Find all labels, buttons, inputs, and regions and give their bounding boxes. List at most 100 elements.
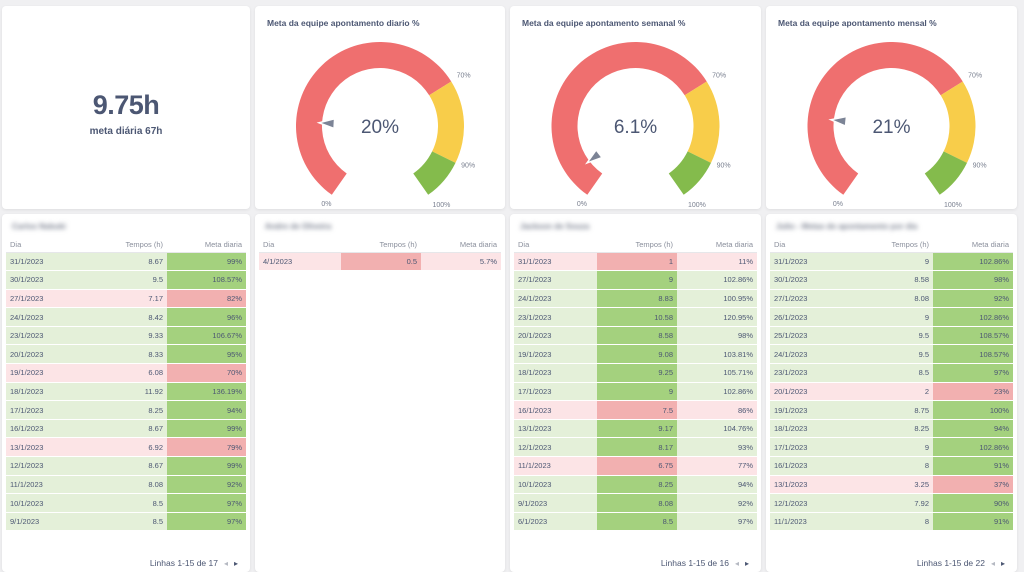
cell-meta: 100%: [933, 400, 1013, 420]
pagination: Linhas 1-15 de 17 ◂ ▸: [150, 558, 238, 568]
table-row[interactable]: 31/1/2023 1 11%: [514, 252, 757, 272]
table-row[interactable]: 23/1/2023 10.58 120.95%: [514, 307, 757, 327]
cell-meta: 97%: [677, 512, 757, 532]
gauge-segment-yellow: [684, 81, 720, 163]
table-row[interactable]: 12/1/2023 7.92 90%: [770, 493, 1013, 513]
gauge-label-90: 90%: [461, 163, 475, 170]
cell-hours: 9.5: [853, 326, 933, 346]
table-row[interactable]: 16/1/2023 8 91%: [770, 456, 1013, 476]
table-row[interactable]: 12/1/2023 8.67 99%: [6, 456, 246, 476]
column-header[interactable]: Meta diaria: [421, 237, 501, 253]
cell-day: 26/1/2023: [770, 307, 853, 327]
table-row[interactable]: 10/1/2023 8.25 94%: [514, 475, 757, 495]
prev-page-icon[interactable]: ◂: [734, 558, 739, 568]
cell-day: 25/1/2023: [770, 326, 853, 346]
table-row[interactable]: 16/1/2023 8.67 99%: [6, 419, 246, 439]
table-row[interactable]: 19/1/2023 9.08 103.81%: [514, 344, 757, 365]
cell-meta: 91%: [933, 512, 1013, 532]
table-row[interactable]: 17/1/2023 9 102.86%: [770, 437, 1013, 458]
column-header[interactable]: Dia: [770, 237, 853, 253]
column-header[interactable]: Tempos (h): [597, 237, 677, 253]
column-header[interactable]: Tempos (h): [88, 237, 167, 253]
cell-hours: 0.5: [341, 252, 421, 272]
table-row[interactable]: 25/1/2023 9.5 108.57%: [770, 326, 1013, 346]
column-header[interactable]: Tempos (h): [853, 237, 933, 253]
table-row[interactable]: 10/1/2023 8.5 97%: [6, 493, 246, 513]
table-row[interactable]: 24/1/2023 9.5 108.57%: [770, 344, 1013, 365]
gauge-segment-yellow: [429, 81, 464, 163]
next-page-icon[interactable]: ▸: [233, 558, 238, 568]
column-header[interactable]: Meta diaria: [167, 237, 246, 253]
gauge-segment-green: [668, 151, 711, 195]
table-row[interactable]: 20/1/2023 2 23%: [770, 382, 1013, 402]
table-row[interactable]: 27/1/2023 8.08 92%: [770, 289, 1013, 309]
table-row[interactable]: 13/1/2023 9.17 104.76%: [514, 419, 757, 439]
table-row[interactable]: 31/1/2023 9 102.86%: [770, 252, 1013, 272]
gauge-label-90: 90%: [973, 163, 987, 170]
table-row[interactable]: 26/1/2023 9 102.86%: [770, 307, 1013, 327]
cell-hours: 6.08: [88, 363, 167, 383]
gauge-segment-red: [296, 42, 452, 195]
table-row[interactable]: 27/1/2023 7.17 82%: [6, 289, 246, 309]
table-row[interactable]: 30/1/2023 8.58 98%: [770, 270, 1013, 290]
next-page-icon[interactable]: ▸: [1000, 558, 1005, 568]
table-row[interactable]: 24/1/2023 8.83 100.95%: [514, 289, 757, 309]
gauge-pointer: [828, 115, 848, 128]
table-row[interactable]: 19/1/2023 6.08 70%: [6, 363, 246, 383]
cell-hours: 8.08: [853, 289, 933, 309]
cell-meta: 90%: [933, 493, 1013, 513]
table-row[interactable]: 11/1/2023 8.08 92%: [6, 475, 246, 495]
table-row[interactable]: 23/1/2023 9.33 106.67%: [6, 326, 246, 346]
table-row[interactable]: 9/1/2023 8.08 92%: [514, 493, 757, 513]
table-row[interactable]: 18/1/2023 11.92 136.19%: [6, 382, 246, 402]
column-header[interactable]: Tempos (h): [341, 237, 421, 253]
gauge-label-max: 100%: [432, 202, 450, 208]
table-row[interactable]: 17/1/2023 9 102.86%: [514, 382, 757, 402]
table-row[interactable]: 19/1/2023 8.75 100%: [770, 400, 1013, 420]
table-row[interactable]: 18/1/2023 8.25 94%: [770, 419, 1013, 439]
column-header[interactable]: Dia: [514, 237, 597, 253]
cell-day: 20/1/2023: [514, 326, 597, 346]
cell-meta: 95%: [167, 344, 246, 365]
gauge-pointer: [316, 117, 336, 130]
prev-page-icon[interactable]: ◂: [223, 558, 228, 568]
table-row[interactable]: 13/1/2023 3.25 37%: [770, 475, 1013, 495]
table-row[interactable]: 24/1/2023 8.42 96%: [6, 307, 246, 327]
table-row[interactable]: 4/1/2023 0.5 5.7%: [259, 252, 501, 272]
cell-day: 30/1/2023: [770, 270, 853, 290]
table-row[interactable]: 30/1/2023 9.5 108.57%: [6, 270, 246, 290]
gauge-segment-red: [551, 42, 707, 195]
table-row[interactable]: 9/1/2023 8.5 97%: [6, 512, 246, 532]
table-row[interactable]: 23/1/2023 8.5 97%: [770, 363, 1013, 383]
cell-meta: 86%: [677, 400, 757, 420]
table-row[interactable]: 12/1/2023 8.17 93%: [514, 437, 757, 458]
prev-page-icon[interactable]: ◂: [990, 558, 995, 568]
data-table: Dia Tempos (h) Meta diaria 31/1/2023 9 102.86…: [770, 237, 1013, 532]
table-row[interactable]: 17/1/2023 8.25 94%: [6, 400, 246, 420]
cell-hours: 9: [853, 307, 933, 327]
next-page-icon[interactable]: ▸: [744, 558, 749, 568]
table-row[interactable]: 18/1/2023 9.25 105.71%: [514, 363, 757, 383]
gauge-label-70: 70%: [712, 72, 726, 79]
cell-meta: 136.19%: [167, 382, 246, 402]
gauge-value: 20%: [361, 117, 399, 138]
column-header[interactable]: Meta diaria: [933, 237, 1013, 253]
table-row[interactable]: 20/1/2023 8.33 95%: [6, 344, 246, 365]
cell-day: 11/1/2023: [6, 475, 88, 495]
table-row[interactable]: 16/1/2023 7.5 86%: [514, 400, 757, 420]
cell-hours: 7.92: [853, 493, 933, 513]
table-row[interactable]: 13/1/2023 6.92 79%: [6, 437, 246, 458]
table-row[interactable]: 27/1/2023 9 102.86%: [514, 270, 757, 290]
column-header[interactable]: Dia: [6, 237, 88, 253]
table-row[interactable]: 11/1/2023 6.75 77%: [514, 456, 757, 476]
cell-day: 9/1/2023: [6, 512, 88, 532]
column-header[interactable]: Dia: [259, 237, 341, 253]
gauge-segment-yellow: [940, 81, 976, 163]
cell-hours: 11.92: [88, 382, 167, 402]
table-row[interactable]: 11/1/2023 8 91%: [770, 512, 1013, 532]
table-row[interactable]: 31/1/2023 8.67 99%: [6, 252, 246, 272]
table-row[interactable]: 20/1/2023 8.58 98%: [514, 326, 757, 346]
table-row[interactable]: 6/1/2023 8.5 97%: [514, 512, 757, 532]
column-header[interactable]: Meta diaria: [677, 237, 757, 253]
cell-meta: 93%: [677, 437, 757, 458]
